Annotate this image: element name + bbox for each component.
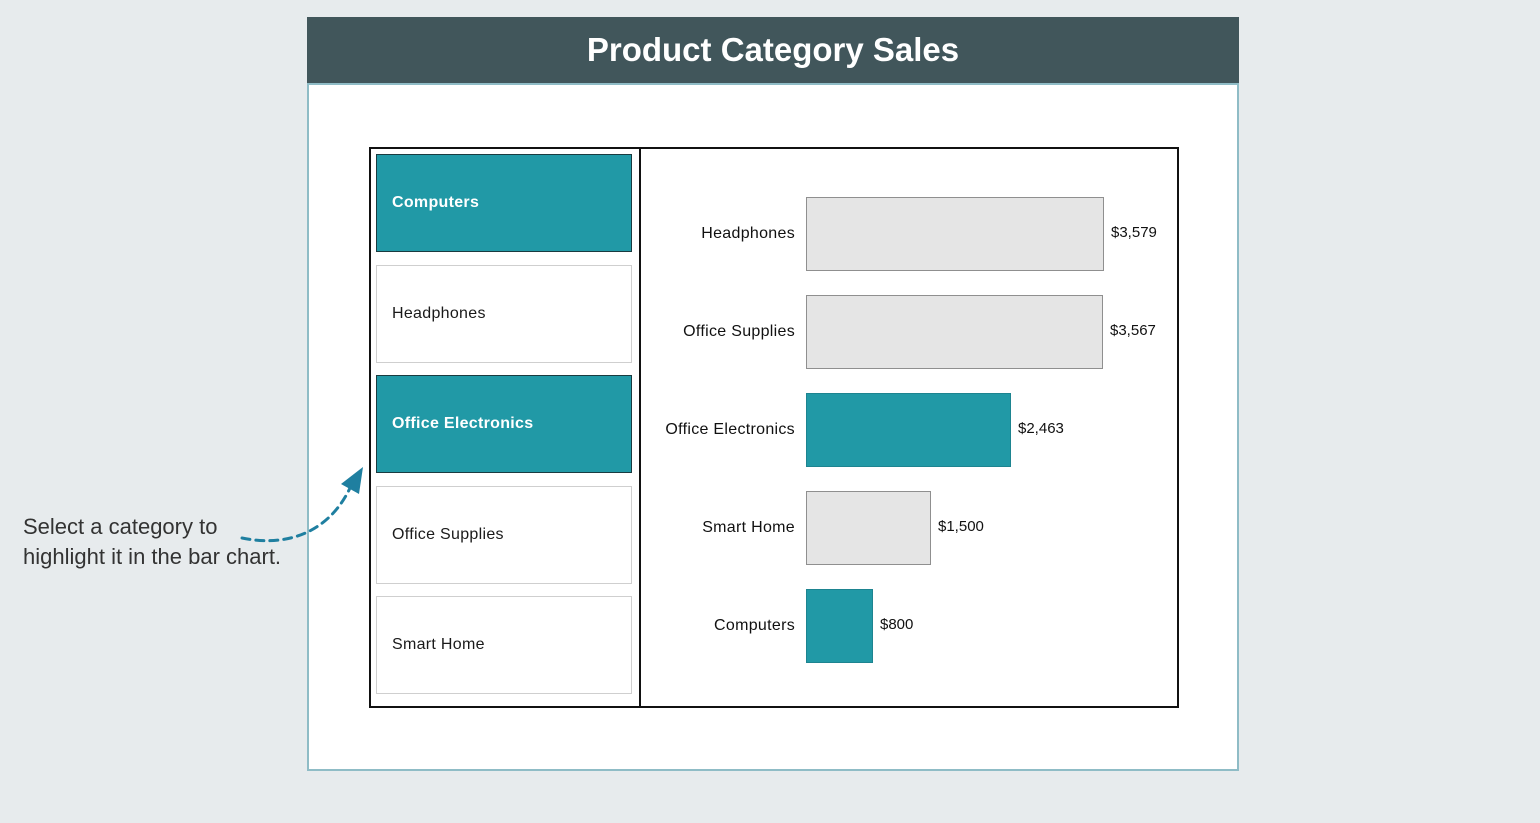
slicer-item-label: Office Electronics xyxy=(392,415,534,432)
slicer-item-label: Smart Home xyxy=(392,636,485,653)
slicer-item-label: Office Supplies xyxy=(392,526,504,543)
slicer-item-office-supplies[interactable]: Office Supplies xyxy=(376,486,632,584)
bar-value-label-office-electronics: $2,463 xyxy=(1018,420,1064,437)
bar-computers[interactable] xyxy=(806,589,873,663)
bar-label-office-electronics: Office Electronics xyxy=(665,421,795,438)
bar-smart-home[interactable] xyxy=(806,491,931,565)
bar-office-electronics[interactable] xyxy=(806,393,1011,467)
slicer-item-headphones[interactable]: Headphones xyxy=(376,265,632,363)
slicer-item-smart-home[interactable]: Smart Home xyxy=(376,596,632,694)
bar-label-headphones: Headphones xyxy=(701,225,795,242)
bar-label-computers: Computers xyxy=(714,617,795,634)
curved-arrow-icon xyxy=(240,467,363,543)
bar-label-smart-home: Smart Home xyxy=(702,519,795,536)
instruction-line-2: highlight it in the bar chart. xyxy=(23,544,282,569)
instruction-note: Select a category to highlight it in the… xyxy=(23,512,303,572)
instruction-line-1: Select a category to xyxy=(23,514,218,539)
slicer-item-office-electronics[interactable]: Office Electronics xyxy=(376,375,632,473)
bar-label-office-supplies: Office Supplies xyxy=(683,323,795,340)
slicer-item-label: Headphones xyxy=(392,305,486,322)
bar-value-label-smart-home: $1,500 xyxy=(938,518,984,535)
bar-headphones[interactable] xyxy=(806,197,1104,271)
slicer-divider xyxy=(639,149,641,706)
page-title: Product Category Sales xyxy=(307,17,1239,83)
bar-value-label-office-supplies: $3,567 xyxy=(1110,322,1156,339)
bar-office-supplies[interactable] xyxy=(806,295,1103,369)
bar-value-label-headphones: $3,579 xyxy=(1111,224,1157,241)
slicer-item-label: Computers xyxy=(392,194,480,211)
bar-value-label-computers: $800 xyxy=(880,616,914,633)
slicer-item-computers[interactable]: Computers xyxy=(376,154,632,252)
